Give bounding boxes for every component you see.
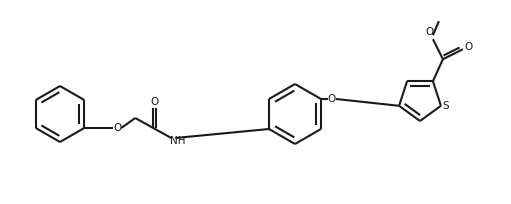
Text: O: O [465, 42, 473, 52]
Text: S: S [443, 101, 449, 111]
Text: O: O [426, 27, 434, 37]
Text: O: O [328, 94, 336, 104]
Text: O: O [151, 97, 159, 107]
Text: O: O [113, 123, 122, 133]
Text: NH: NH [171, 136, 186, 146]
